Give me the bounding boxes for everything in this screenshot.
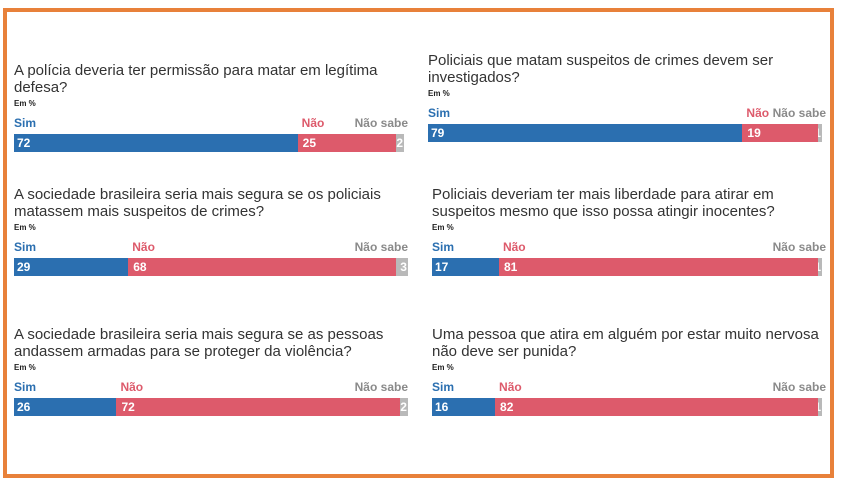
value-label-ns: 1	[818, 260, 821, 274]
category-label-sim: Sim	[14, 380, 37, 394]
unit-label: Em %	[14, 99, 36, 108]
stacked-bar: 79 19 1	[428, 124, 826, 142]
category-label-nao: Não	[746, 106, 770, 120]
value-label-sim: 26	[17, 400, 31, 414]
chart-panel: Policiais deveriam ter mais liberdade pa…	[432, 186, 826, 276]
category-label-nao: Não	[132, 240, 155, 254]
value-label-ns: 2	[396, 136, 404, 150]
question-text: A polícia deveria ter permissão para mat…	[14, 62, 378, 96]
value-label-nao: 25	[302, 136, 317, 150]
chart-panel: Policiais que matam suspeitos de crimes …	[428, 52, 826, 142]
category-label-ns: Não sabe	[354, 240, 408, 254]
unit-label: Em %	[14, 223, 36, 232]
bar-segment-ns: 1	[818, 398, 823, 416]
stacked-bar: 29 68 3	[14, 258, 408, 276]
bar-segment-ns: 3	[396, 258, 408, 276]
legend-labels: Sim Não Não sabe	[14, 380, 408, 394]
legend-labels: Sim Não Não sabe	[14, 116, 408, 130]
legend-labels: Sim Não Não sabe	[432, 240, 826, 254]
chart-panel: A sociedade brasileira seria mais segura…	[14, 186, 408, 276]
question-text: A sociedade brasileira seria mais segura…	[14, 186, 381, 220]
category-label-sim: Sim	[14, 116, 37, 130]
category-label-sim: Sim	[432, 240, 455, 254]
question-text: Uma pessoa que atira em alguém por estar…	[432, 326, 819, 360]
bar-segment-ns: 1	[818, 124, 822, 142]
question-text: Policiais que matam suspeitos de crimes …	[428, 52, 774, 86]
orange-frame	[3, 8, 834, 478]
bar-segment-ns: 1	[818, 258, 823, 276]
value-label-sim: 72	[17, 136, 31, 150]
value-label-ns: 2	[400, 400, 407, 414]
bar-segment-nao: 81	[498, 258, 819, 276]
category-label-nao: Não	[499, 380, 522, 394]
unit-label: Em %	[432, 363, 454, 372]
category-label-nao: Não	[502, 240, 526, 254]
value-label-nao: 19	[747, 126, 761, 140]
question-text: Policiais deveriam ter mais liberdade pa…	[432, 186, 775, 220]
value-label-sim: 29	[17, 260, 31, 274]
category-label-nao: Não	[120, 380, 144, 394]
bar-segment-ns: 2	[396, 134, 405, 152]
bar-segment-sim: 16	[432, 398, 496, 416]
unit-label: Em %	[428, 89, 450, 98]
value-label-sim: 17	[435, 260, 449, 274]
bar-segment-nao: 68	[128, 258, 397, 276]
value-label-nao: 81	[503, 260, 518, 274]
bar-segment-sim: 26	[14, 398, 117, 416]
stacked-bar: 17 81 1	[432, 258, 826, 276]
legend-labels: Sim Não Não sabe	[428, 106, 826, 120]
chart-panel: A sociedade brasileira seria mais segura…	[14, 326, 408, 416]
category-label-sim: Sim	[432, 380, 455, 394]
stacked-bar: 72 25 2	[14, 134, 408, 152]
category-label-ns: Não sabe	[354, 380, 408, 394]
bar-segment-sim: 29	[14, 258, 129, 276]
chart-panel: A polícia deveria ter permissão para mat…	[14, 62, 408, 152]
category-label-ns: Não sabe	[772, 240, 826, 254]
question-text: A sociedade brasileira seria mais segura…	[14, 326, 384, 360]
category-label-ns: Não sabe	[772, 380, 826, 394]
value-label-ns: 3	[400, 260, 407, 274]
legend-labels: Sim Não Não sabe	[432, 380, 826, 394]
bar-segment-nao: 25	[297, 134, 397, 152]
bar-segment-nao: 19	[742, 124, 819, 142]
value-label-nao: 72	[121, 400, 135, 414]
stacked-bar: 16 82 1	[432, 398, 826, 416]
value-label-sim: 79	[431, 126, 445, 140]
unit-label: Em %	[432, 223, 454, 232]
category-label-ns: Não sabe	[354, 116, 408, 130]
stacked-bar: 26 72 2	[14, 398, 408, 416]
legend-labels: Sim Não Não sabe	[14, 240, 408, 254]
value-label-sim: 16	[435, 400, 449, 414]
bar-segment-nao: 72	[116, 398, 401, 416]
category-label-nao: Não	[301, 116, 325, 130]
bar-segment-nao: 82	[495, 398, 819, 416]
value-label-nao: 82	[500, 400, 514, 414]
category-label-sim: Sim	[14, 240, 37, 254]
value-label-ns: 1	[818, 126, 821, 140]
bar-segment-sim: 17	[432, 258, 499, 276]
unit-label: Em %	[14, 363, 36, 372]
chart-panel: Uma pessoa que atira em alguém por estar…	[432, 326, 826, 416]
value-label-ns: 1	[818, 400, 821, 414]
bar-segment-sim: 79	[428, 124, 743, 142]
category-label-ns: Não sabe	[772, 106, 826, 120]
bar-segment-ns: 2	[400, 398, 408, 416]
bar-segment-sim: 72	[14, 134, 298, 152]
value-label-nao: 68	[133, 260, 147, 274]
category-label-sim: Sim	[428, 106, 451, 120]
